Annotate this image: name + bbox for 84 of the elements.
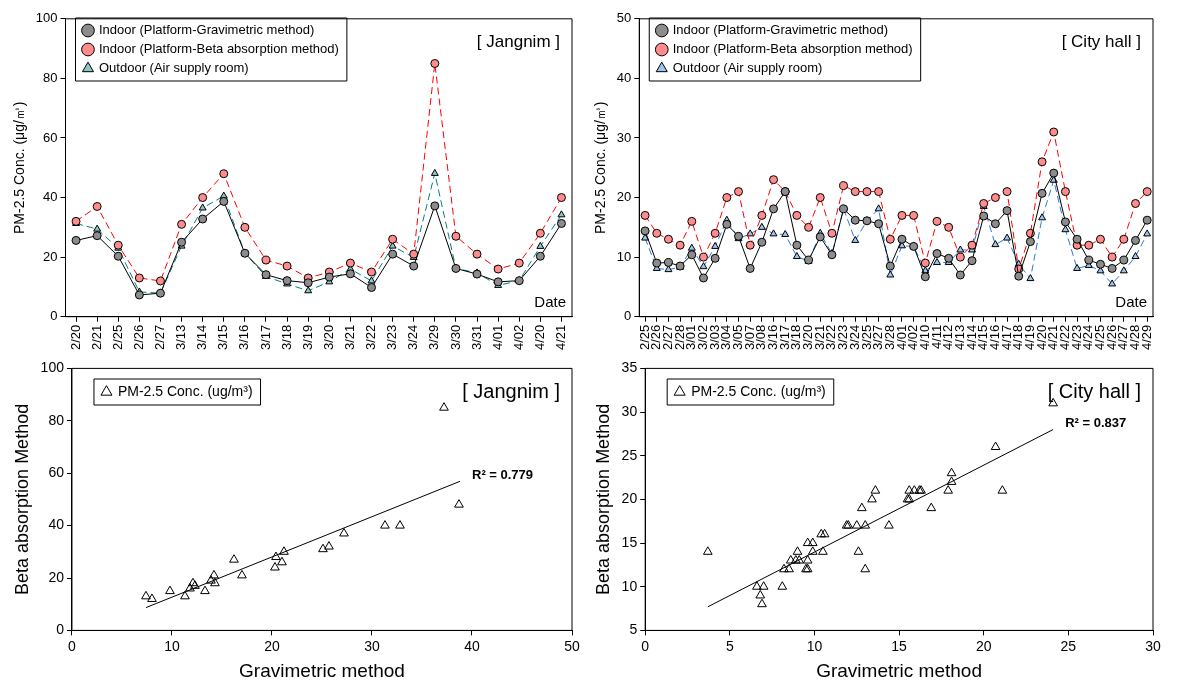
x-tick-label: 3/13 — [173, 324, 189, 351]
x-tick-label: 3/19 — [299, 324, 315, 351]
x-tick-label: 2/26 — [130, 324, 146, 351]
y-axis-title: PM-2.5 Conc. (μg/㎥) — [11, 101, 28, 235]
x-tick-label: 10 — [164, 637, 180, 654]
x-tick-label: 3/24 — [405, 324, 421, 351]
y-tick-label: 80 — [43, 69, 58, 85]
x-tick-label: 2/20 — [67, 324, 83, 351]
legend-label: Outdoor (Air supply room) — [672, 60, 823, 76]
y-tick-label: 5 — [629, 621, 638, 638]
legend-label: Indoor (Platform-Beta absorption method) — [672, 41, 913, 57]
x-tick-label: 3/23 — [384, 324, 400, 351]
annotation: R² = 0.779 — [471, 466, 534, 482]
legend-label: Outdoor (Air supply room) — [98, 60, 249, 76]
y-axis-title: Beta absorption Method — [11, 403, 32, 595]
x-axis-title: Date — [1115, 292, 1147, 310]
x-tick-label: 3/21 — [341, 324, 357, 351]
x-axis-title: Date — [534, 292, 566, 310]
x-tick-label: 25 — [1060, 637, 1077, 654]
y-axis-title: Beta absorption Method — [592, 403, 613, 595]
text: [ City hall ] — [1061, 32, 1141, 52]
x-tick-label: 3/14 — [194, 324, 210, 351]
y-tick-label: 100 — [40, 359, 65, 376]
x-tick-label: 2/25 — [109, 324, 125, 351]
x-tick-label: 4/01 — [489, 324, 505, 351]
x-tick-label: 3/22 — [363, 324, 379, 351]
y-tick-label: 25 — [621, 446, 638, 463]
x-tick-label: 3/31 — [468, 324, 484, 351]
x-tick-label: 30 — [1145, 637, 1161, 654]
x-tick-label: 2/27 — [152, 324, 168, 351]
x-tick-label: 3/30 — [447, 324, 463, 351]
x-tick-label: 3/20 — [320, 324, 336, 351]
y-tick-label: 100 — [35, 10, 58, 26]
x-axis-title: Gravimetric method — [816, 659, 982, 681]
y-tick-label: 40 — [616, 69, 632, 85]
y-tick-label: 20 — [621, 490, 638, 507]
x-tick-label: 0 — [641, 637, 650, 654]
x-tick-label: 10 — [806, 637, 823, 654]
y-axis-title: PM-2.5 Conc. (μg/㎥) — [592, 101, 609, 235]
x-tick-label: 0 — [68, 637, 77, 654]
x-tick-label: 3/17 — [257, 324, 273, 351]
x-tick-label: 20 — [264, 637, 280, 654]
y-tick-label: 60 — [43, 129, 58, 145]
y-tick-label: 0 — [56, 621, 65, 638]
legend-label: Indoor (Platform-Gravimetric method) — [98, 22, 315, 38]
y-tick-label: 0 — [50, 308, 58, 324]
y-tick-label: 50 — [616, 10, 632, 26]
x-tick-label: 4/02 — [510, 324, 526, 351]
x-tick-label: 5 — [725, 637, 734, 654]
x-tick-label: 4/20 — [531, 324, 547, 351]
y-tick-label: 20 — [43, 248, 58, 264]
annotation: R² = 0.837 — [1065, 415, 1127, 431]
y-tick-label: 60 — [48, 464, 65, 481]
x-tick-label: 40 — [464, 637, 480, 654]
y-tick-label: 30 — [621, 402, 638, 419]
y-tick-label: 35 — [621, 359, 638, 376]
y-tick-label: 20 — [616, 189, 632, 205]
y-tick-label: 0 — [624, 308, 632, 324]
y-tick-label: 40 — [43, 189, 58, 205]
x-tick-label: 3/29 — [426, 324, 442, 351]
y-tick-label: 10 — [616, 248, 632, 264]
y-tick-label: 40 — [48, 516, 65, 533]
legend-label: Indoor (Platform-Beta absorption method) — [98, 41, 339, 57]
text: [ Jangnim ] — [462, 379, 561, 402]
legend-label: Indoor (Platform-Gravimetric method) — [672, 22, 889, 38]
text: [ City hall ] — [1047, 379, 1141, 402]
x-tick-label: 3/15 — [215, 324, 231, 351]
y-tick-label: 10 — [621, 577, 638, 594]
legend-label: PM-2.5 Conc. (ug/m³) — [691, 382, 826, 399]
x-tick-label: 2/21 — [88, 324, 104, 351]
y-tick-label: 15 — [621, 533, 638, 550]
x-tick-label: 3/16 — [236, 324, 252, 351]
legend-label: PM-2.5 Conc. (ug/m³) — [117, 382, 253, 399]
x-tick-label: 50 — [564, 637, 580, 654]
x-tick-label: 30 — [364, 637, 380, 654]
x-tick-label: 20 — [975, 637, 992, 654]
x-tick-label: 15 — [891, 637, 908, 654]
y-tick-label: 80 — [48, 411, 65, 428]
x-axis-title: Gravimetric method — [239, 659, 405, 681]
x-tick-label: 3/18 — [278, 324, 294, 351]
y-tick-label: 30 — [616, 129, 632, 145]
text: [ Jangnim ] — [476, 32, 561, 52]
y-tick-label: 20 — [48, 568, 65, 585]
x-tick-label: 4/21 — [553, 324, 569, 351]
